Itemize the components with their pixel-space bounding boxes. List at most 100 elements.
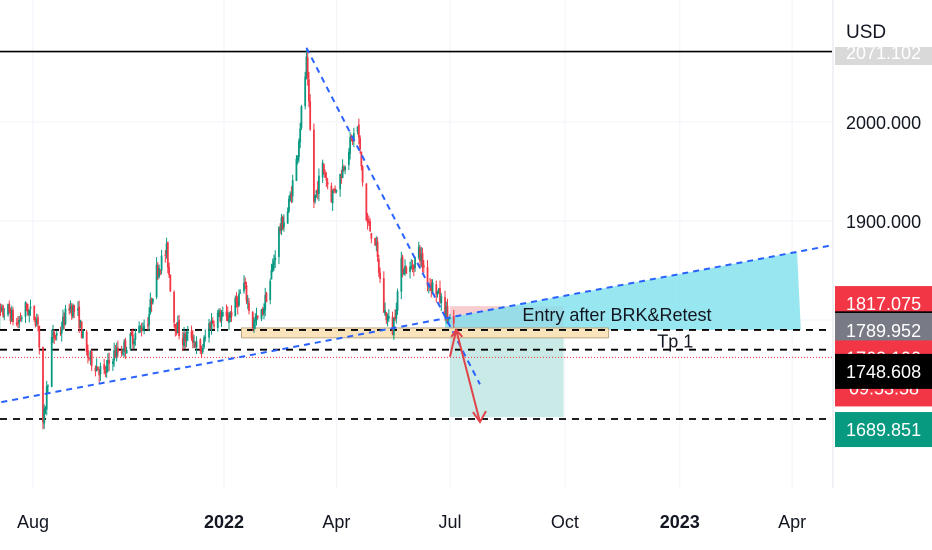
candle-body	[164, 254, 167, 256]
candle-body	[52, 332, 54, 336]
candle-body	[377, 258, 380, 273]
candle-body	[315, 190, 318, 194]
candle-body	[190, 331, 193, 339]
candle-body	[396, 291, 399, 311]
candle-body	[379, 272, 381, 279]
candle-body	[183, 333, 185, 346]
candle-body	[173, 291, 175, 323]
candle-body	[419, 248, 421, 262]
candle-body	[62, 316, 64, 329]
candle-body	[53, 331, 56, 339]
candle-body	[131, 334, 134, 345]
price-tag-label: 1789.952	[846, 321, 921, 341]
candle-body	[344, 166, 347, 171]
breakout-range-fill	[445, 251, 801, 330]
time-tick-label: Apr	[322, 512, 350, 532]
candle-body	[360, 151, 363, 167]
candle-body	[273, 260, 275, 266]
candle-body	[323, 164, 325, 173]
candle-body	[290, 193, 293, 198]
annotations: Entry after BRK&Retest Tp 1	[522, 305, 711, 352]
candle-body	[365, 183, 368, 221]
arrow-head	[472, 410, 487, 424]
candle-body	[124, 340, 127, 352]
candle-body	[342, 167, 345, 170]
candle-body	[305, 56, 308, 77]
candle-body	[194, 342, 197, 348]
price-axis[interactable]: 2000.000 1900.000	[846, 113, 921, 232]
candle-body	[8, 303, 11, 313]
candle-body	[209, 323, 212, 329]
candle-body	[103, 364, 106, 370]
candle-body	[270, 270, 273, 280]
candle-body	[264, 295, 267, 311]
candle-body	[156, 265, 159, 276]
candle-body	[59, 332, 62, 334]
candle-body	[155, 264, 158, 297]
candle-body	[260, 309, 263, 320]
candle-body	[15, 322, 18, 325]
price-tick-label: 2000.000	[846, 113, 921, 133]
candle-body	[18, 319, 21, 323]
candle-body	[220, 315, 223, 321]
price-tag	[835, 412, 932, 448]
candle-body	[12, 310, 14, 323]
time-axis[interactable]: Aug 2022 Apr Jul Oct 2023 Apr	[17, 512, 806, 532]
candle-body	[349, 137, 352, 154]
candle-body	[420, 254, 423, 261]
candle-body	[166, 242, 169, 268]
candle-body	[78, 306, 81, 329]
candle-body	[286, 211, 289, 224]
candle-body	[394, 316, 396, 320]
candle-body	[201, 348, 204, 353]
projection-arrows[interactable]	[449, 328, 487, 424]
candle-body	[374, 237, 376, 246]
price-tag	[835, 47, 932, 65]
candle-body	[446, 305, 449, 319]
candle-body	[2, 305, 4, 316]
candle-body	[0, 307, 3, 310]
candle-body	[370, 233, 373, 239]
candle-body	[19, 318, 22, 320]
candle-body	[129, 333, 132, 350]
candle-body	[400, 258, 403, 292]
candle-body	[236, 301, 239, 307]
candle-body	[195, 341, 198, 348]
candle-body	[330, 185, 333, 203]
candle-body	[384, 310, 386, 315]
candle-body	[70, 305, 73, 316]
candle-body	[148, 314, 151, 325]
candle-body	[175, 328, 178, 333]
candle-body	[29, 306, 32, 309]
candle-body	[435, 284, 438, 295]
candle-body	[98, 370, 101, 376]
candle-body	[181, 337, 184, 345]
candle-body	[82, 330, 84, 338]
candle-body	[280, 217, 283, 231]
trendlines[interactable]	[0, 47, 830, 404]
candle-body	[279, 228, 282, 231]
candle-body	[211, 320, 214, 324]
candle-body	[121, 353, 124, 355]
candle-body	[33, 305, 36, 320]
candle-body	[392, 318, 395, 336]
candle-body	[169, 274, 172, 292]
candle-body	[218, 310, 220, 315]
candle-body	[332, 189, 335, 191]
candle-body	[107, 359, 109, 365]
candle-body	[306, 57, 309, 79]
candle-body	[298, 141, 300, 158]
candle-body	[436, 291, 439, 295]
candle-body	[359, 138, 362, 150]
candle-body	[104, 370, 107, 374]
candle-body	[38, 325, 41, 348]
candle-body	[239, 292, 242, 294]
candle-body	[174, 323, 177, 330]
candle-body	[186, 332, 189, 334]
candle-body	[79, 320, 82, 328]
candle-body	[300, 106, 303, 128]
candle-body	[387, 316, 390, 319]
candle-body	[72, 305, 74, 317]
